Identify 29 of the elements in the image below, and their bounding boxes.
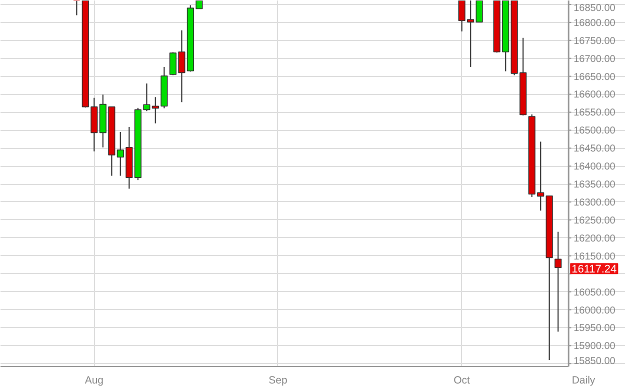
y-tick-label: 15950.00 [574,323,616,334]
y-tick-label: 16000.00 [574,305,616,316]
text: 16117.24 [572,264,617,276]
x-tick-label: Aug [84,374,104,386]
y-tick-label: 16350.00 [574,180,616,191]
y-tick-label: 16600.00 [574,90,616,101]
y-tick-label: 16850.00 [574,2,616,14]
text: Daily [572,374,596,386]
x-tick-label: Sep [268,374,288,386]
candlestick [554,231,562,332]
y-tick-label: 16150.00 [574,251,616,262]
y-tick-label: 16550.00 [574,108,616,119]
y-tick-label: 16400.00 [574,162,616,173]
candlestick [152,96,159,124]
y-tick-label: 16650.00 [574,72,616,83]
y-tick-label: 16050.00 [574,287,616,298]
y-tick-label: 16250.00 [574,215,616,226]
y-tick-label: 16450.00 [574,144,616,155]
y-tick-label: 15850.00 [574,356,616,368]
y-tick-label: 16800.00 [574,18,616,29]
y-tick-label: 16750.00 [574,36,616,47]
x-tick-label: Oct [454,374,470,386]
candlestick [476,0,483,22]
y-tick-label: 16300.00 [574,198,616,208]
y-tick-label: 16500.00 [574,126,616,137]
y-tick-label: 15900.00 [574,341,616,352]
candlestick [73,0,80,16]
y-tick-label: 16200.00 [574,233,616,244]
y-tick-label: 16700.00 [574,54,616,65]
